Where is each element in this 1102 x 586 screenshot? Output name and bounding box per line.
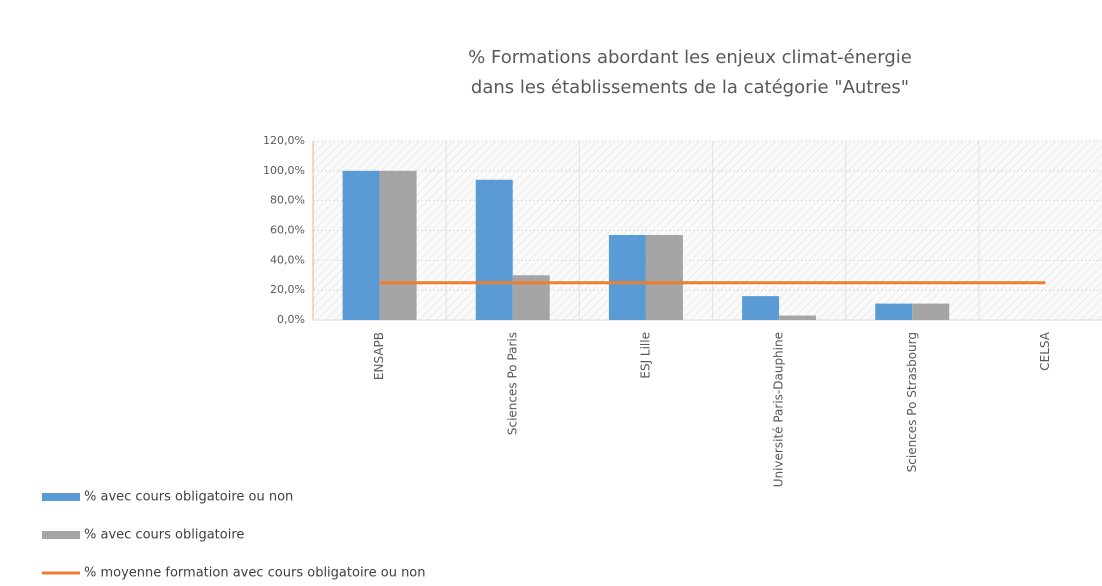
y-tick-label: 60,0% [270,224,305,237]
bar [475,179,513,320]
y-tick-label: 0,0% [277,313,305,326]
bar [379,170,417,320]
y-tick-label: 20,0% [270,283,305,296]
bar [608,234,646,320]
bar [342,170,380,320]
bar [875,303,913,320]
x-tick-label: Université Paris-Dauphine [772,332,786,487]
bar [645,234,683,320]
legend-label: % moyenne formation avec cours obligatoi… [84,566,426,581]
plot-area [313,141,1102,320]
x-tick-label: ESJ Lille [638,332,652,379]
bar [742,296,780,320]
bar [912,303,950,320]
legend-label: % avec cours obligatoire ou non [84,490,293,505]
legend-swatch [42,493,80,501]
chart-title: % Formations abordant les enjeux climat-… [468,47,912,68]
x-tick-label: ENSAPB [372,332,386,380]
x-tick-label: Sciences Po Strasbourg [905,332,919,472]
y-tick-label: 100,0% [263,164,305,177]
x-tick-label: Sciences Po Paris [505,332,519,435]
legend-swatch [42,531,80,539]
x-tick-label: CELSA [1038,331,1052,370]
y-tick-label: 120,0% [263,134,305,147]
y-tick-label: 40,0% [270,253,305,266]
chart-title: dans les établissements de la catégorie … [471,77,909,98]
y-tick-label: 80,0% [270,194,305,207]
bar [779,315,817,320]
legend-label: % avec cours obligatoire [84,528,244,543]
